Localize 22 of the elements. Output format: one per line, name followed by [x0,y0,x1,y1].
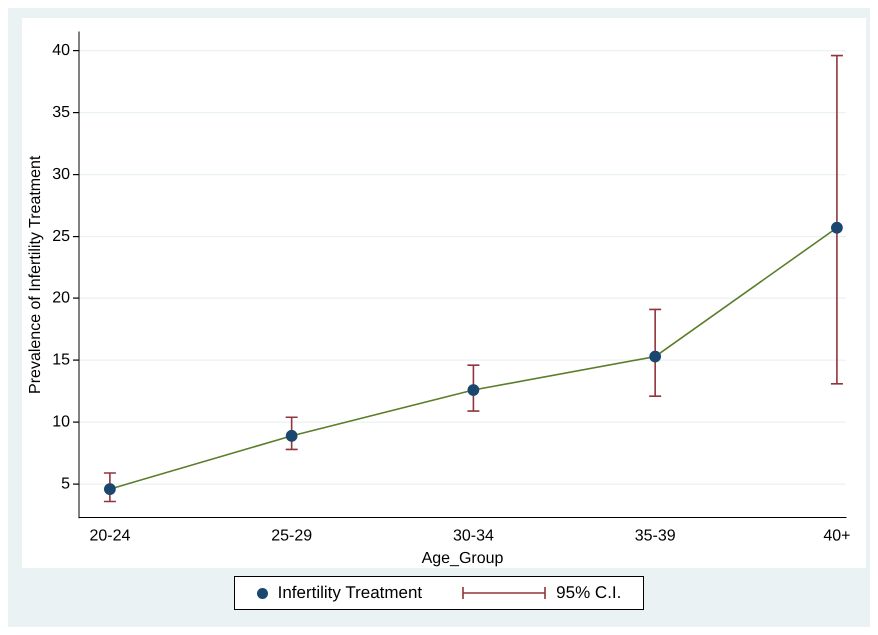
x-tick-label: 25-29 [271,528,312,545]
x-tick-label: 30-34 [452,528,494,545]
legend-label: Infertility Treatment [278,583,422,603]
y-tick-label: 35 [52,104,70,121]
y-tick-label: 10 [52,414,70,431]
point [286,430,298,442]
x-tick-label: 40+ [823,528,850,545]
x-tick-label: 20-24 [89,528,130,545]
x-tick-label: 35-39 [634,528,676,545]
point [104,483,116,495]
point [649,350,661,362]
y-tick-label: 20 [52,290,70,307]
y-tick-label: 25 [52,228,70,245]
text: 95% C.I. [556,583,622,603]
point [831,222,843,234]
y-tick-label: 30 [52,166,70,183]
y-tick-label: 5 [61,476,70,493]
y-tick-label: 40 [52,42,70,59]
y-tick-label: 15 [52,352,70,369]
point [468,384,480,396]
x-axis-title: Age_Group [422,550,504,567]
y-axis-title: Prevalence of Infertility Treatment [27,155,44,394]
